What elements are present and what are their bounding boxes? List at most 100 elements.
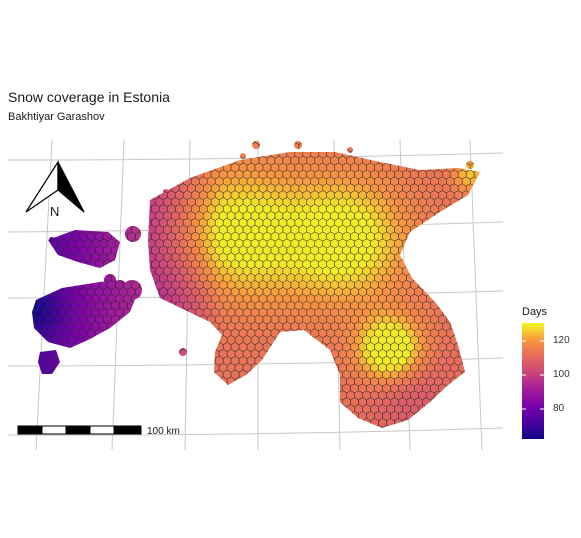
hex-cell bbox=[59, 155, 69, 166]
hex-cell bbox=[346, 418, 355, 428]
hex-cell bbox=[63, 162, 73, 173]
hex-cell bbox=[115, 266, 124, 276]
hex-cell bbox=[442, 266, 451, 276]
hex-cell bbox=[51, 280, 61, 290]
hex-cell bbox=[490, 336, 498, 345]
hex-cell bbox=[306, 418, 316, 428]
hex-cell bbox=[473, 238, 480, 249]
hex-cell bbox=[406, 148, 415, 159]
hex-cell bbox=[322, 142, 331, 152]
hex-cell bbox=[16, 232, 24, 241]
hex-cell bbox=[222, 148, 232, 159]
hex-cell bbox=[111, 397, 120, 408]
hex-cell bbox=[171, 169, 180, 180]
hex-cell bbox=[382, 424, 391, 428]
hex-cell bbox=[111, 259, 120, 270]
hex-cell bbox=[135, 245, 144, 256]
hex-cell bbox=[465, 252, 475, 263]
hex-cell bbox=[35, 280, 45, 290]
hex-cell bbox=[127, 217, 136, 228]
hex-cell bbox=[473, 307, 480, 318]
scale-bar-label: 100 km bbox=[147, 426, 180, 437]
hex-cell bbox=[143, 314, 152, 325]
hex-cell bbox=[83, 390, 92, 401]
hex-cell bbox=[270, 397, 280, 408]
hex-cell bbox=[438, 397, 447, 408]
hex-cell bbox=[16, 149, 24, 158]
hex-cell bbox=[32, 231, 41, 242]
hex-cell bbox=[95, 148, 104, 159]
hex-cell bbox=[103, 162, 112, 173]
hex-cell bbox=[139, 321, 148, 332]
hex-cell bbox=[35, 335, 45, 345]
hex-cell bbox=[422, 231, 431, 242]
legend-tick-100: 100 bbox=[553, 369, 570, 380]
hex-cell bbox=[465, 238, 475, 249]
hex-cell bbox=[95, 328, 104, 339]
hex-cell bbox=[43, 404, 53, 414]
hex-cell bbox=[490, 267, 498, 276]
hex-cell bbox=[486, 246, 494, 255]
hex-cell bbox=[127, 397, 136, 408]
hex-cell bbox=[347, 432, 355, 441]
hex-cell bbox=[242, 390, 252, 401]
hex-cell bbox=[135, 148, 144, 159]
hex-cell bbox=[254, 369, 264, 380]
hex-cell bbox=[477, 162, 480, 173]
hex-cell bbox=[55, 342, 65, 352]
hex-cell bbox=[461, 231, 471, 242]
hex-cell bbox=[32, 293, 37, 304]
hex-cell bbox=[143, 397, 152, 408]
hex-cell bbox=[490, 142, 498, 151]
hex-cell bbox=[75, 390, 84, 401]
hex-cell bbox=[434, 224, 443, 235]
hex-cell bbox=[103, 397, 112, 408]
hex-cell bbox=[469, 411, 479, 421]
hex-cell bbox=[457, 418, 467, 428]
hex-cell bbox=[32, 266, 37, 276]
hex-cell bbox=[461, 314, 471, 325]
hex-cell bbox=[242, 376, 252, 387]
hex-cell bbox=[43, 142, 53, 152]
hex-cell bbox=[79, 369, 88, 380]
hex-cell bbox=[103, 141, 112, 145]
hex-cell bbox=[151, 148, 160, 159]
hex-cell bbox=[32, 190, 33, 201]
hex-cell bbox=[453, 273, 463, 283]
hex-cell bbox=[418, 266, 427, 276]
hex-cell bbox=[374, 148, 383, 159]
hex-cell bbox=[465, 376, 475, 387]
hex-cell bbox=[469, 355, 479, 366]
hex-cell bbox=[238, 383, 248, 394]
hex-cell bbox=[32, 300, 33, 311]
hex-cell bbox=[378, 142, 387, 152]
hex-cell bbox=[91, 266, 100, 276]
hex-cell bbox=[32, 155, 37, 166]
hex-cell bbox=[103, 411, 112, 421]
hex-cell bbox=[199, 141, 208, 145]
hex-cell bbox=[322, 376, 331, 387]
hex-cell bbox=[47, 259, 57, 270]
hex-cell bbox=[135, 328, 144, 339]
hex-cell bbox=[99, 142, 108, 152]
hex-cell bbox=[111, 190, 120, 201]
hex-cell bbox=[151, 355, 160, 366]
hex-cell bbox=[191, 411, 200, 421]
hex-cell bbox=[461, 141, 471, 145]
hex-cell bbox=[163, 376, 172, 387]
hex-cell bbox=[127, 314, 136, 325]
hex-cell bbox=[147, 183, 156, 194]
hex-cell bbox=[477, 204, 480, 214]
hex-cell bbox=[266, 376, 276, 387]
hex-cell bbox=[449, 280, 459, 290]
hex-cell bbox=[418, 142, 427, 152]
hex-cell bbox=[167, 162, 176, 173]
hex-cell bbox=[123, 197, 132, 207]
hex-cell bbox=[457, 238, 467, 249]
hex-cell bbox=[115, 155, 124, 166]
hex-cell bbox=[127, 162, 136, 173]
hex-cell bbox=[32, 211, 37, 221]
hex-cell bbox=[358, 148, 367, 159]
hex-cell bbox=[103, 148, 112, 159]
hex-cell bbox=[449, 404, 459, 414]
